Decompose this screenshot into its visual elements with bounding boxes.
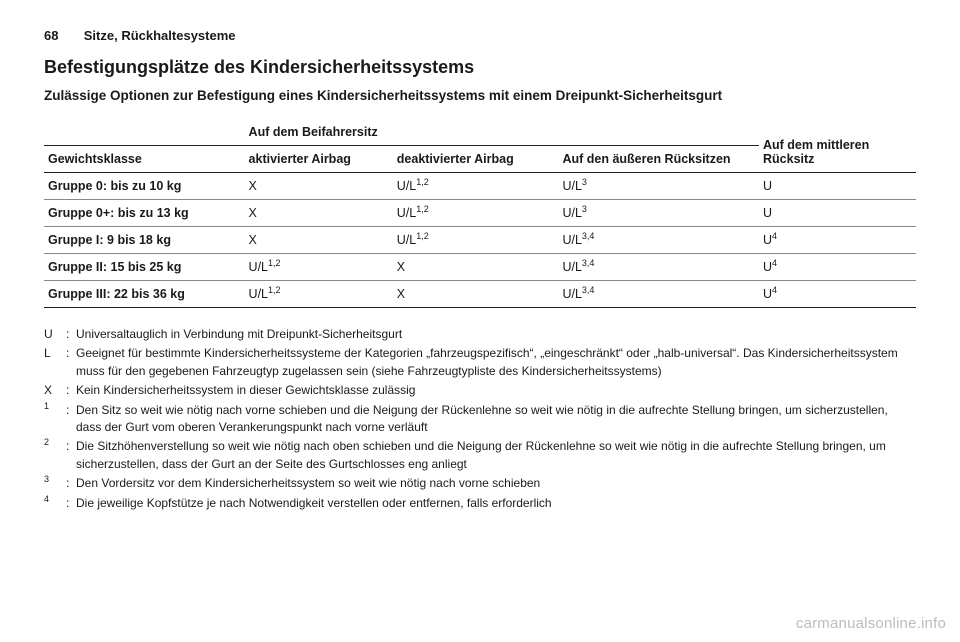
table-cell: X (245, 173, 393, 200)
legend-text: Die jeweilige Kopfstütze je nach Notwend… (76, 495, 916, 512)
table-row: Gruppe III: 22 bis 36 kgU/L1,2XU/L3,4U4 (44, 281, 916, 308)
col-rear-outer: Auf den äußeren Rücksitzen (558, 146, 759, 173)
legend-text: Universaltauglich in Verbindung mit Drei… (76, 326, 916, 343)
compatibility-table: Auf dem Beifahrersitz Auf dem mittleren … (44, 123, 916, 308)
section-title: Sitze, Rückhaltesysteme (84, 28, 236, 43)
legend-key: 2 (44, 438, 66, 473)
col-front-deact: deaktivierter Airbag (393, 146, 559, 173)
table-cell: U/L3 (558, 173, 759, 200)
legend-key: L (44, 345, 66, 380)
table-cell: U/L3 (558, 200, 759, 227)
legend-row: X:Kein Kindersicherheitssystem in dieser… (44, 382, 916, 399)
legend-text: Den Vordersitz vor dem Kindersicherheits… (76, 475, 916, 492)
table-cell: U (759, 200, 916, 227)
legend-row: U:Universaltauglich in Verbindung mit Dr… (44, 326, 916, 343)
table-cell: U/L3,4 (558, 281, 759, 308)
table-cell: Gruppe I: 9 bis 18 kg (44, 227, 245, 254)
legend-colon: : (66, 438, 76, 473)
legend-colon: : (66, 402, 76, 437)
table-cell: U/L3,4 (558, 227, 759, 254)
table-row: Gruppe II: 15 bis 25 kgU/L1,2XU/L3,4U4 (44, 254, 916, 281)
table-cell: X (393, 281, 559, 308)
legend-key: 1 (44, 402, 66, 437)
table-cell: U/L1,2 (393, 200, 559, 227)
legend-key: 3 (44, 475, 66, 492)
table-cell: U/L1,2 (393, 173, 559, 200)
legend-colon: : (66, 345, 76, 380)
col-rear-center-top: Auf dem mittleren Rücksitz (759, 123, 916, 173)
legend-colon: : (66, 326, 76, 343)
table-cell: Gruppe II: 15 bis 25 kg (44, 254, 245, 281)
legend-key: U (44, 326, 66, 343)
legend-colon: : (66, 475, 76, 492)
col-front-group: Auf dem Beifahrersitz (245, 123, 559, 146)
table-cell: X (245, 200, 393, 227)
legend-row: L:Geeignet für bestimmte Kindersicherhei… (44, 345, 916, 380)
watermark: carmanualsonline.info (796, 615, 946, 632)
table-cell: U/L3,4 (558, 254, 759, 281)
legend-colon: : (66, 382, 76, 399)
legend-key: 4 (44, 495, 66, 512)
table-cell: U/L1,2 (393, 227, 559, 254)
table-cell: U4 (759, 281, 916, 308)
table-row: Gruppe 0+: bis zu 13 kgXU/L1,2U/L3U (44, 200, 916, 227)
legend: U:Universaltauglich in Verbindung mit Dr… (44, 326, 916, 512)
legend-text: Den Sitz so weit wie nötig nach vorne sc… (76, 402, 916, 437)
table-cell: U4 (759, 254, 916, 281)
legend-text: Die Sitzhöhenverstellung so weit wie nöt… (76, 438, 916, 473)
table-cell: U/L1,2 (245, 254, 393, 281)
page-title: Befestigungsplätze des Kindersicherheits… (44, 57, 916, 78)
legend-text: Kein Kindersicherheitssystem in dieser G… (76, 382, 916, 399)
legend-key: X (44, 382, 66, 399)
table-row: Gruppe 0: bis zu 10 kgXU/L1,2U/L3U (44, 173, 916, 200)
table-cell: X (245, 227, 393, 254)
col-weight: Gewichtsklasse (44, 146, 245, 173)
legend-row: 4:Die jeweilige Kopfstütze je nach Notwe… (44, 495, 916, 512)
table-cell: U4 (759, 227, 916, 254)
legend-row: 2:Die Sitzhöhenverstellung so weit wie n… (44, 438, 916, 473)
table-cell: X (393, 254, 559, 281)
table-cell: Gruppe 0: bis zu 10 kg (44, 173, 245, 200)
table-cell: U (759, 173, 916, 200)
page-number: 68 (44, 28, 58, 43)
legend-colon: : (66, 495, 76, 512)
legend-text: Geeignet für bestimmte Kindersicherheits… (76, 345, 916, 380)
table-cell: U/L1,2 (245, 281, 393, 308)
table-row: Gruppe I: 9 bis 18 kgXU/L1,2U/L3,4U4 (44, 227, 916, 254)
col-front-active: aktivierter Airbag (245, 146, 393, 173)
table-cell: Gruppe 0+: bis zu 13 kg (44, 200, 245, 227)
table-cell: Gruppe III: 22 bis 36 kg (44, 281, 245, 308)
page-subtitle: Zulässige Optionen zur Befestigung eines… (44, 88, 916, 103)
legend-row: 1:Den Sitz so weit wie nötig nach vorne … (44, 402, 916, 437)
legend-row: 3:Den Vordersitz vor dem Kindersicherhei… (44, 475, 916, 492)
page-header: 68 Sitze, Rückhaltesysteme (44, 28, 916, 43)
